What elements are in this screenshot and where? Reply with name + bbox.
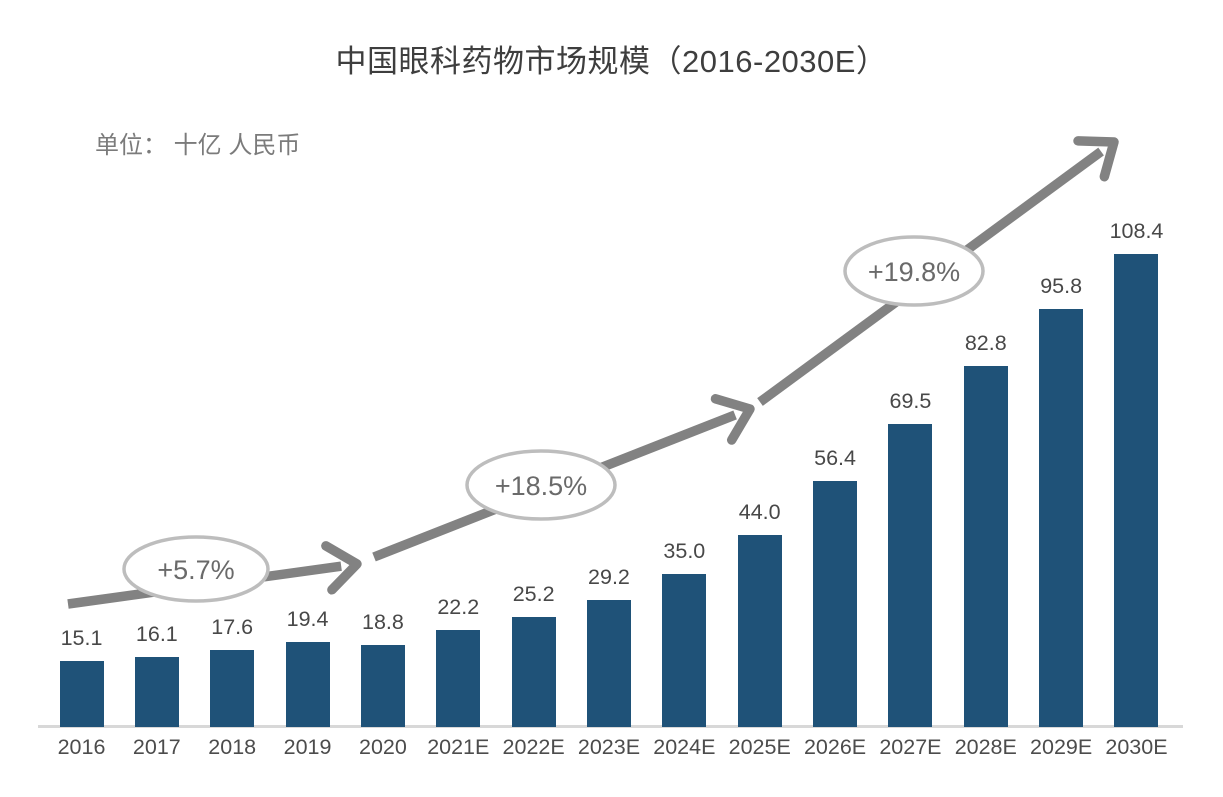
bar-value-label: 44.0 [738,500,781,525]
x-axis-category-label: 2029E [1030,735,1093,759]
bar-value-label: 15.1 [60,626,103,651]
bar-value-label: 22.2 [437,595,480,620]
x-axis-category-label: 2021E [427,735,490,759]
x-axis-category-label: 2022E [502,735,565,759]
x-axis-category-label: 2020 [359,735,407,759]
trend-arrow-shaft [67,561,342,609]
cagr-label: +18.5% [495,471,587,501]
bar [1114,254,1159,727]
x-axis-category-label: 2018 [208,735,257,759]
cagr-annotation-2: +18.5% [465,449,617,521]
x-axis-category-label: 2017 [132,735,181,759]
x-axis-category-label: 2023E [577,735,641,759]
bar [436,630,481,727]
bar-value-label: 108.4 [1109,219,1164,243]
bar-value-label: 17.6 [211,615,254,640]
bar [813,480,858,727]
cagr-annotation-1: +5.7% [122,535,270,603]
cagr-ellipse [843,235,985,307]
cagr-label: +19.8% [868,257,960,287]
bar [888,423,933,727]
bar-value-label: 18.8 [361,609,404,634]
trend-arrowhead-icon [321,541,362,595]
x-axis-category-label: 2028E [954,735,1017,759]
growth-arrow-icon [67,136,1119,609]
cagr-label: +5.7% [157,555,234,585]
bar-value-label: 16.1 [135,621,178,646]
bar [963,365,1008,727]
x-axis-category-label: 2026E [803,735,867,759]
chart-title: 中国眼科药物市场规模（2016-2030E） [335,44,888,79]
bar [285,642,330,727]
bar [1039,308,1084,727]
x-axis-category-label: 2030E [1105,735,1168,759]
bar-value-label: 19.4 [286,607,329,632]
bar [360,644,405,727]
x-axis-category-label: 2025E [728,735,791,759]
bar-value-label: 95.8 [1040,273,1083,298]
bar-value-label: 69.5 [889,388,932,413]
cagr-ellipse [122,535,270,603]
bar-value-label: 35.0 [663,539,706,564]
bar-value-label: 29.2 [588,564,630,589]
trend-arrowhead-icon [710,394,755,445]
bar [59,661,104,727]
bar [511,617,556,727]
bar [662,574,707,727]
trend-arrow-shaft [372,410,737,562]
x-axis-category-label: 2024E [653,735,716,759]
bar [134,656,179,727]
x-axis-category-label: 2016 [57,735,106,759]
cagr-annotation-3: +19.8% [843,235,985,307]
bar [737,535,782,727]
bar-value-label: 56.4 [814,445,856,470]
bar-value-label: 82.8 [964,330,1007,355]
bar-value-label: 25.2 [512,582,555,607]
x-axis-category-label: 2027E [879,735,942,759]
bar [210,650,255,727]
cagr-ellipse [465,449,617,521]
bar [586,599,631,727]
x-axis-category-label: 2019 [283,735,332,759]
trend-arrowhead-icon [1073,136,1119,182]
unit-label: 单位： 十亿 人民币 [95,132,301,159]
